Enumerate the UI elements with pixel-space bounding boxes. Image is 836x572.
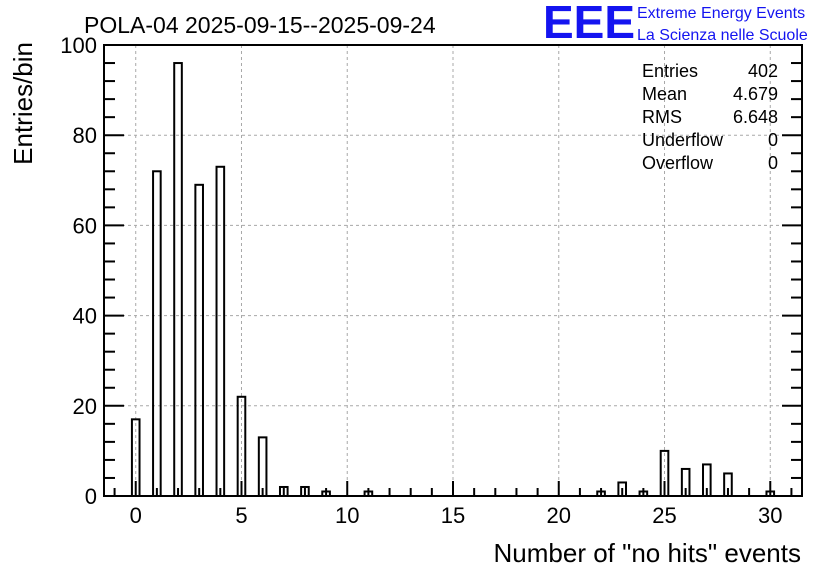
y-tick-label: 60 [73,213,97,238]
y-tick-label: 0 [85,484,97,509]
stats-value: 4.679 [733,84,778,104]
plot-border [103,44,803,497]
x-axis-label: Number of "no hits" events [494,538,802,568]
y-tick-label: 20 [73,394,97,419]
plot-frame [103,44,803,497]
stats-box: Entries 402 Mean 4.679 RMS 6.648 Underflow 0 Ove… [642,61,778,173]
y-tick-labels: 0 20 40 60 80 100 [60,33,97,509]
stats-label: Overflow [642,153,714,173]
x-tick-label: 25 [652,503,676,528]
stats-value: 0 [768,130,778,150]
stats-label: RMS [642,107,682,127]
x-tick-labels: 0 5 10 15 20 25 30 [130,503,783,528]
y-tick-label: 100 [60,33,97,58]
histogram-bar [257,436,268,497]
axis-ticks [104,44,802,497]
x-tick-label: 10 [335,503,359,528]
x-tick-label: 15 [441,503,465,528]
logo-line-2: La Scienza nelle Scuole [637,27,808,44]
y-tick-label: 40 [73,304,97,329]
x-tick-label: 0 [130,503,142,528]
grid [104,44,802,496]
x-tick-label: 5 [235,503,247,528]
eee-logo: EEE Extreme Energy Events La Scienza nel… [543,0,808,48]
histogram-bar [173,62,183,497]
y-tick-label: 80 [73,123,97,148]
x-tick-label: 30 [758,503,782,528]
stats-label: Underflow [642,130,724,150]
histogram-bar [152,170,162,497]
logo-line-1: Extreme Energy Events [637,5,805,22]
y-axis-label: Entries/bin [8,42,38,165]
stats-value: 0 [768,153,778,173]
stats-label: Entries [642,61,698,81]
logo-letters: EEE [543,0,635,48]
histogram-bar [215,165,226,498]
histogram-bar [194,183,204,497]
stats-value: 402 [748,61,778,81]
chart-title: POLA-04 2025-09-15--2025-09-24 [84,12,436,38]
stats-value: 6.648 [733,107,778,127]
x-tick-label: 20 [547,503,571,528]
stats-label: Mean [642,84,687,104]
